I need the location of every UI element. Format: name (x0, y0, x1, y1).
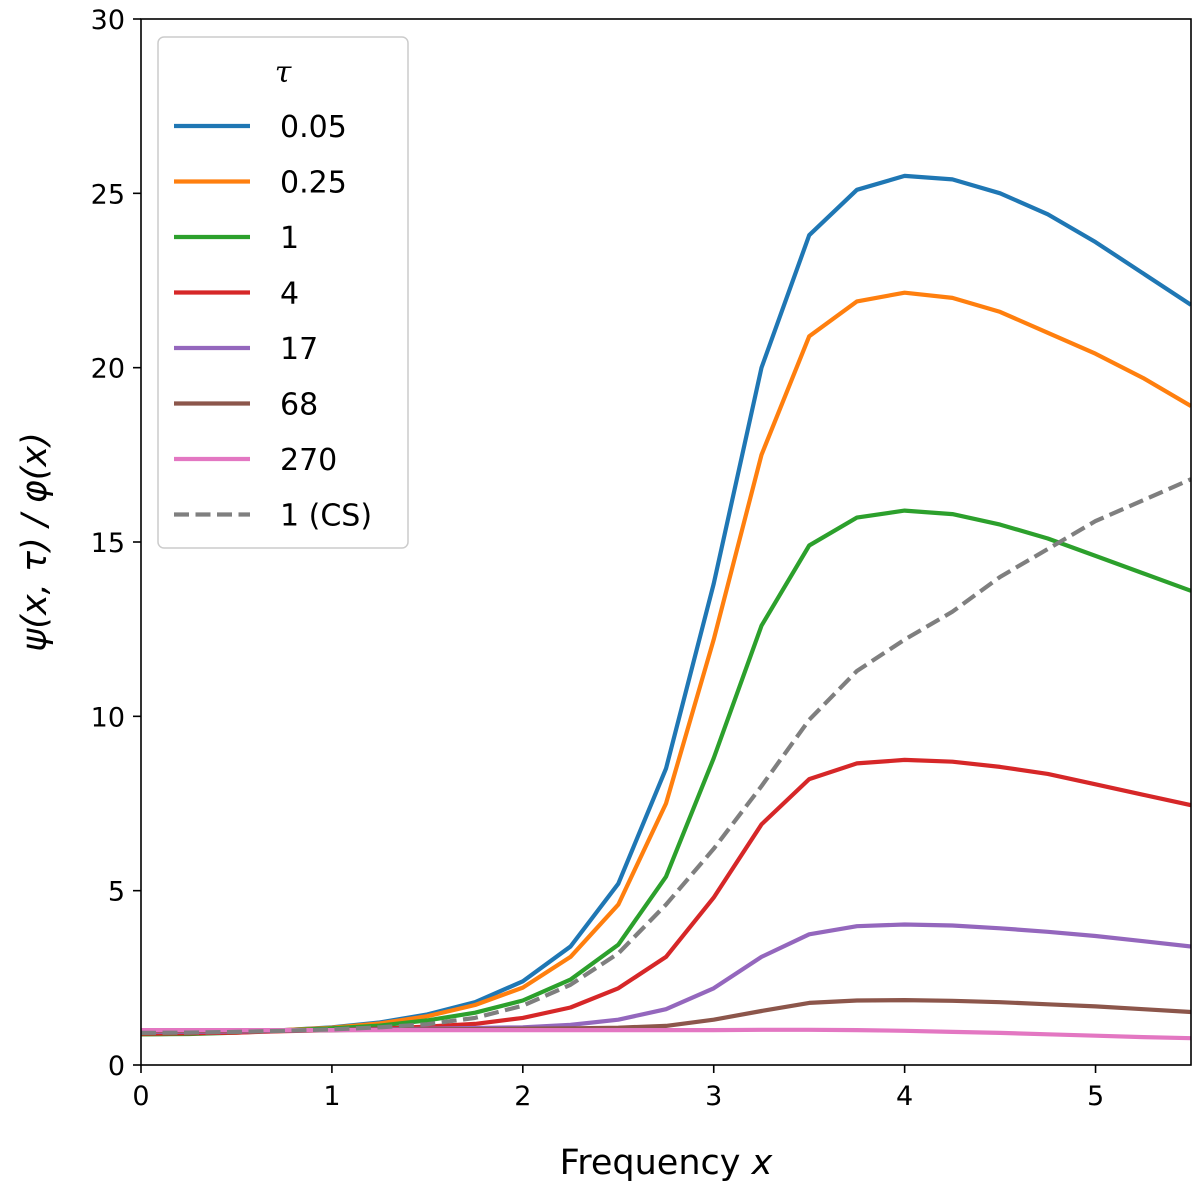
legend-label-1: 0.25 (280, 166, 347, 201)
legend-title: τ (275, 55, 292, 90)
legend: τ 0.05 0.25 1 4 17 68 270 1 (CS) (157, 36, 409, 549)
ticks-layer: 0 1 2 3 4 5 0 5 10 15 20 25 30 (91, 5, 1104, 1112)
legend-label-6: 270 (280, 443, 337, 478)
y-tick-label: 30 (91, 5, 125, 36)
y-tick-label: 25 (91, 179, 125, 210)
y-tick-label: 15 (91, 528, 125, 559)
legend-label-4: 17 (280, 332, 318, 367)
x-axis-label-variable: x (751, 1143, 773, 1183)
x-tick-label: 0 (132, 1081, 149, 1112)
x-axis-label: Frequency x (560, 1143, 773, 1183)
y-tick-label: 20 (91, 354, 125, 385)
legend-box (157, 36, 409, 549)
legend-label-7: 1 (CS) (280, 499, 372, 534)
series-line-7 (141, 477, 1191, 1035)
legend-label-2: 1 (280, 221, 299, 256)
legend-entries: 0.05 0.25 1 4 17 68 270 1 (CS) (174, 110, 372, 534)
x-tick-label: 3 (705, 1081, 722, 1112)
y-axis-label: ψ(x, τ) / φ(x) (15, 432, 55, 652)
x-tick-label: 2 (514, 1081, 531, 1112)
x-axis-label-main: Frequency (560, 1143, 752, 1183)
series-layer (141, 173, 1191, 1041)
y-tick-label: 5 (108, 877, 125, 908)
x-tick-label: 5 (1087, 1081, 1104, 1112)
y-tick-label: 10 (91, 702, 125, 733)
y-tick-label: 0 (108, 1051, 125, 1082)
legend-label-0: 0.05 (280, 110, 347, 145)
legend-label-3: 4 (280, 277, 299, 312)
x-tick-label: 4 (896, 1081, 913, 1112)
x-tick-label: 1 (323, 1081, 340, 1112)
legend-label-5: 68 (280, 388, 318, 423)
